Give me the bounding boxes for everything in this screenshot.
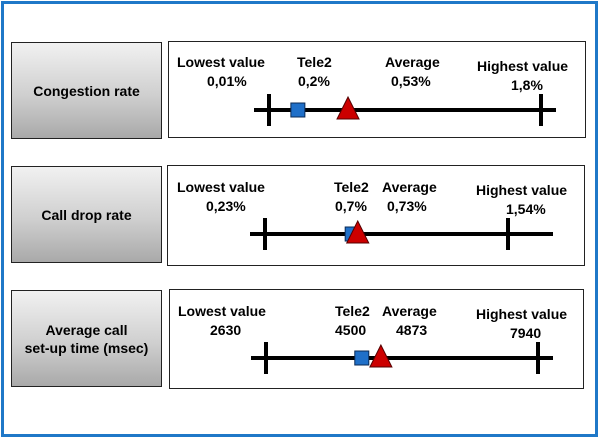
lowest-label: Lowest value <box>177 179 265 195</box>
panel-call-drop-rate: Lowest value 0,23% Tele2 0,7% Average 0,… <box>167 165 585 266</box>
lowest-value: 0,01% <box>207 73 247 89</box>
average-label: Average <box>382 303 437 319</box>
tele2-value: 4500 <box>335 322 367 338</box>
average-label: Average <box>385 54 440 70</box>
row-label-text: Congestion rate <box>33 82 140 99</box>
average-marker-icon <box>336 95 360 120</box>
row-label-line2: set-up time (msec) <box>24 339 149 356</box>
highest-value: 7940 <box>510 325 542 341</box>
highest-label: Highest value <box>476 182 568 198</box>
average-value: 0,73% <box>387 198 427 214</box>
highest-value: 1,54% <box>506 201 546 217</box>
tele2-label: Tele2 <box>334 179 369 195</box>
lowest-label: Lowest value <box>178 303 266 319</box>
tele2-value: 0,2% <box>298 73 330 89</box>
row-label-average-call-setup-time: Average call set-up time (msec) <box>11 290 162 387</box>
highest-label: Highest value <box>477 58 569 74</box>
row-label-call-drop-rate: Call drop rate <box>11 166 162 263</box>
lowest-label: Lowest value <box>177 54 265 70</box>
tele2-marker-icon <box>290 102 306 118</box>
tele2-marker-icon <box>354 350 370 366</box>
tele2-label: Tele2 <box>335 303 370 319</box>
average-value: 4873 <box>396 322 428 338</box>
row-label-text: Call drop rate <box>41 206 132 223</box>
lowest-value: 2630 <box>210 322 242 338</box>
lowest-value: 0,23% <box>206 198 246 214</box>
average-value: 0,53% <box>391 73 431 89</box>
highest-value: 1,8% <box>511 77 543 93</box>
highest-label: Highest value <box>476 306 568 322</box>
average-label: Average <box>382 179 437 195</box>
panel-congestion-rate: Lowest value 0,01% Tele2 0,2% Average 0,… <box>168 41 586 138</box>
row-label-congestion-rate: Congestion rate <box>11 42 162 139</box>
tele2-value: 0,7% <box>335 198 367 214</box>
tele2-label: Tele2 <box>297 54 332 70</box>
average-marker-icon <box>345 219 370 244</box>
row-label-line1: Average call <box>45 321 128 338</box>
panel-average-call-setup-time: Lowest value 2630 Tele2 4500 Average 487… <box>169 289 584 389</box>
average-marker-icon <box>369 343 393 368</box>
